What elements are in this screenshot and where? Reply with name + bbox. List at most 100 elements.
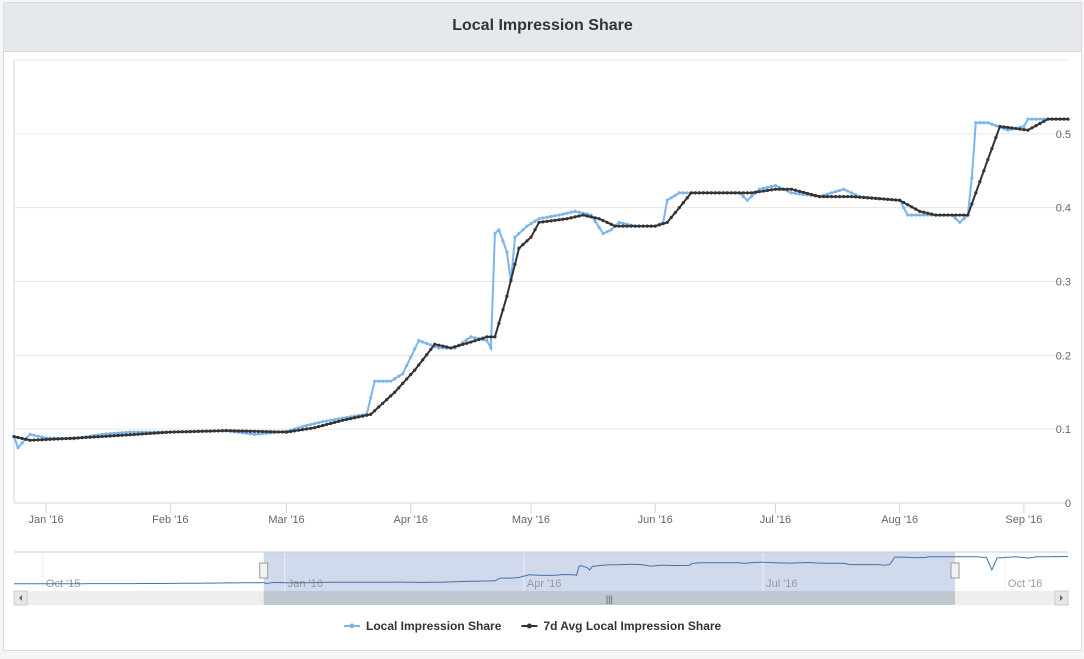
data-point (485, 335, 489, 339)
data-point (1022, 128, 1026, 132)
data-point (52, 437, 56, 441)
legend-marker-icon (526, 623, 532, 629)
navigator-handle[interactable] (950, 562, 960, 579)
data-point (673, 210, 677, 215)
legend-item-0[interactable]: Local Impression Share (366, 619, 502, 633)
data-point (264, 430, 269, 434)
data-point (136, 432, 140, 436)
data-point (541, 216, 545, 220)
y-tick-label: 0.5 (1056, 129, 1071, 141)
data-point (633, 224, 637, 228)
data-point (473, 336, 477, 340)
data-point (621, 224, 625, 228)
data-point (737, 191, 741, 195)
data-point (769, 184, 774, 189)
data-point (148, 431, 152, 436)
data-point (1018, 127, 1022, 131)
data-point (757, 190, 762, 194)
data-point (677, 206, 681, 210)
data-point (990, 122, 994, 126)
data-point (970, 176, 974, 180)
data-point (998, 124, 1002, 129)
data-point (453, 345, 457, 349)
data-point (132, 432, 136, 437)
navigator-mask[interactable] (263, 552, 955, 591)
data-point (320, 423, 325, 428)
data-point (793, 191, 798, 196)
data-point (813, 193, 818, 198)
data-point (757, 187, 762, 191)
data-point (545, 215, 549, 219)
navigator-handle[interactable] (259, 562, 269, 579)
x-tick-label: Jun '16 (638, 514, 673, 526)
data-point (657, 223, 661, 227)
data-point (841, 194, 846, 199)
data-point (333, 420, 337, 425)
data-point (669, 196, 673, 200)
data-point (188, 429, 192, 434)
data-point (1034, 117, 1038, 121)
data-point (725, 191, 729, 195)
data-point (204, 429, 208, 433)
data-point (805, 191, 810, 196)
data-point (557, 218, 561, 222)
navigator-tick-label: Jan '16 (288, 578, 323, 590)
data-point (361, 414, 365, 418)
data-point (693, 191, 697, 195)
data-point (849, 194, 854, 199)
data-point (381, 401, 385, 405)
data-point (761, 186, 766, 190)
data-point (172, 430, 176, 434)
scrollbar-thumb[interactable] (263, 591, 955, 605)
data-point (573, 209, 577, 213)
data-point (276, 430, 281, 434)
data-point (377, 405, 381, 409)
data-point (429, 343, 433, 347)
data-point (461, 342, 465, 347)
data-point (449, 346, 453, 350)
data-point (561, 212, 565, 216)
data-point (489, 335, 493, 339)
navigator-background (14, 552, 1068, 591)
data-point (417, 363, 421, 367)
data-point (401, 381, 405, 385)
navigator-tick-label: Oct '16 (1008, 578, 1043, 590)
legend-item-1[interactable]: 7d Avg Local Impression Share (543, 619, 721, 633)
data-point (373, 379, 377, 383)
y-tick-label: 0 (1065, 498, 1071, 510)
data-point (601, 231, 605, 236)
data-point (978, 121, 982, 125)
data-point (389, 379, 393, 383)
data-point (501, 308, 505, 312)
data-point (845, 189, 850, 193)
data-point (605, 230, 609, 234)
data-point (1010, 126, 1014, 130)
data-point (1042, 119, 1046, 123)
data-point (160, 431, 164, 435)
data-point (1038, 117, 1042, 121)
data-point (124, 430, 128, 435)
data-point (341, 418, 345, 422)
x-tick-label: May '16 (512, 514, 550, 526)
data-point (32, 438, 36, 442)
data-point (569, 216, 573, 220)
data-point (465, 338, 469, 342)
navigator-tick-label: Apr '16 (527, 578, 562, 590)
data-point (477, 337, 481, 342)
data-point (56, 437, 60, 441)
data-point (469, 335, 473, 339)
data-point (324, 419, 329, 423)
data-point (853, 195, 858, 199)
data-point (357, 415, 361, 419)
data-point (40, 438, 44, 442)
data-point (749, 191, 753, 195)
data-point (789, 191, 794, 195)
x-tick-label: Jul '16 (760, 514, 791, 526)
data-point (918, 209, 922, 213)
data-point (866, 196, 870, 200)
data-point (377, 379, 381, 383)
data-point (417, 338, 421, 343)
data-point (389, 394, 393, 398)
data-point (1014, 126, 1018, 131)
data-point (132, 430, 136, 434)
